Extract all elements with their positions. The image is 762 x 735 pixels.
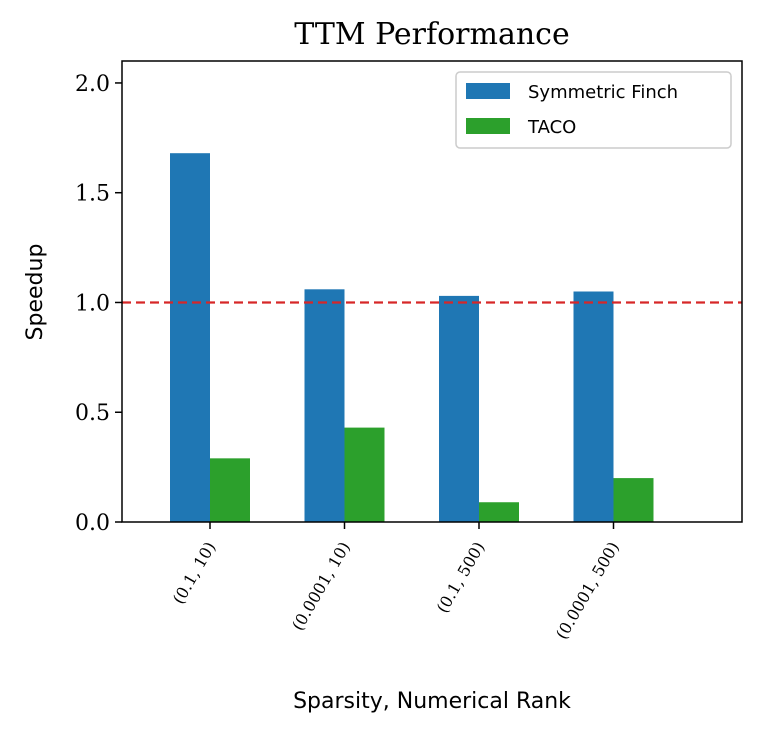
legend-label-taco: TACO <box>527 117 576 138</box>
legend-swatch-symmetric-finch <box>466 83 510 99</box>
bar-symmetric-finch-2 <box>439 295 479 522</box>
bar-taco-1 <box>344 427 385 522</box>
bar-symmetric-finch-0 <box>170 153 210 522</box>
x-tick-label: (0.1, 10) <box>169 539 220 608</box>
y-axis-label: Speedup <box>23 244 48 341</box>
x-axis: (0.1, 10) (0.0001, 10) (0.1, 500) (0.0001, … <box>169 522 623 643</box>
legend: Symmetric Finch TACO <box>455 71 732 149</box>
y-axis: 0.0 0.5 1.0 1.5 2.0 <box>75 72 122 536</box>
x-axis-label: Sparsity, Numerical Rank <box>293 689 571 714</box>
y-tick-label: 0.0 <box>75 511 110 536</box>
legend-box <box>455 71 732 149</box>
bar-taco-0 <box>210 458 250 522</box>
y-tick-label: 0.5 <box>75 401 110 426</box>
legend-label-symmetric-finch: Symmetric Finch <box>528 82 678 103</box>
bar-taco-3 <box>613 478 654 522</box>
y-tick-label: 1.5 <box>75 182 110 207</box>
plot-area <box>122 153 742 522</box>
bar-symmetric-finch-3 <box>573 291 614 522</box>
chart-title: TTM Performance <box>294 17 569 52</box>
y-tick-label: 2.0 <box>75 72 110 97</box>
x-tick-label: (0.0001, 10) <box>288 539 354 634</box>
x-tick-label: (0.1, 500) <box>433 539 489 617</box>
y-tick-label: 1.0 <box>75 291 110 316</box>
legend-swatch-taco <box>466 118 510 134</box>
bar-symmetric-finch-1 <box>304 289 345 522</box>
x-tick-label: (0.0001, 500) <box>552 539 623 643</box>
axes-frame <box>121 60 743 523</box>
bar-taco-2 <box>479 502 519 522</box>
